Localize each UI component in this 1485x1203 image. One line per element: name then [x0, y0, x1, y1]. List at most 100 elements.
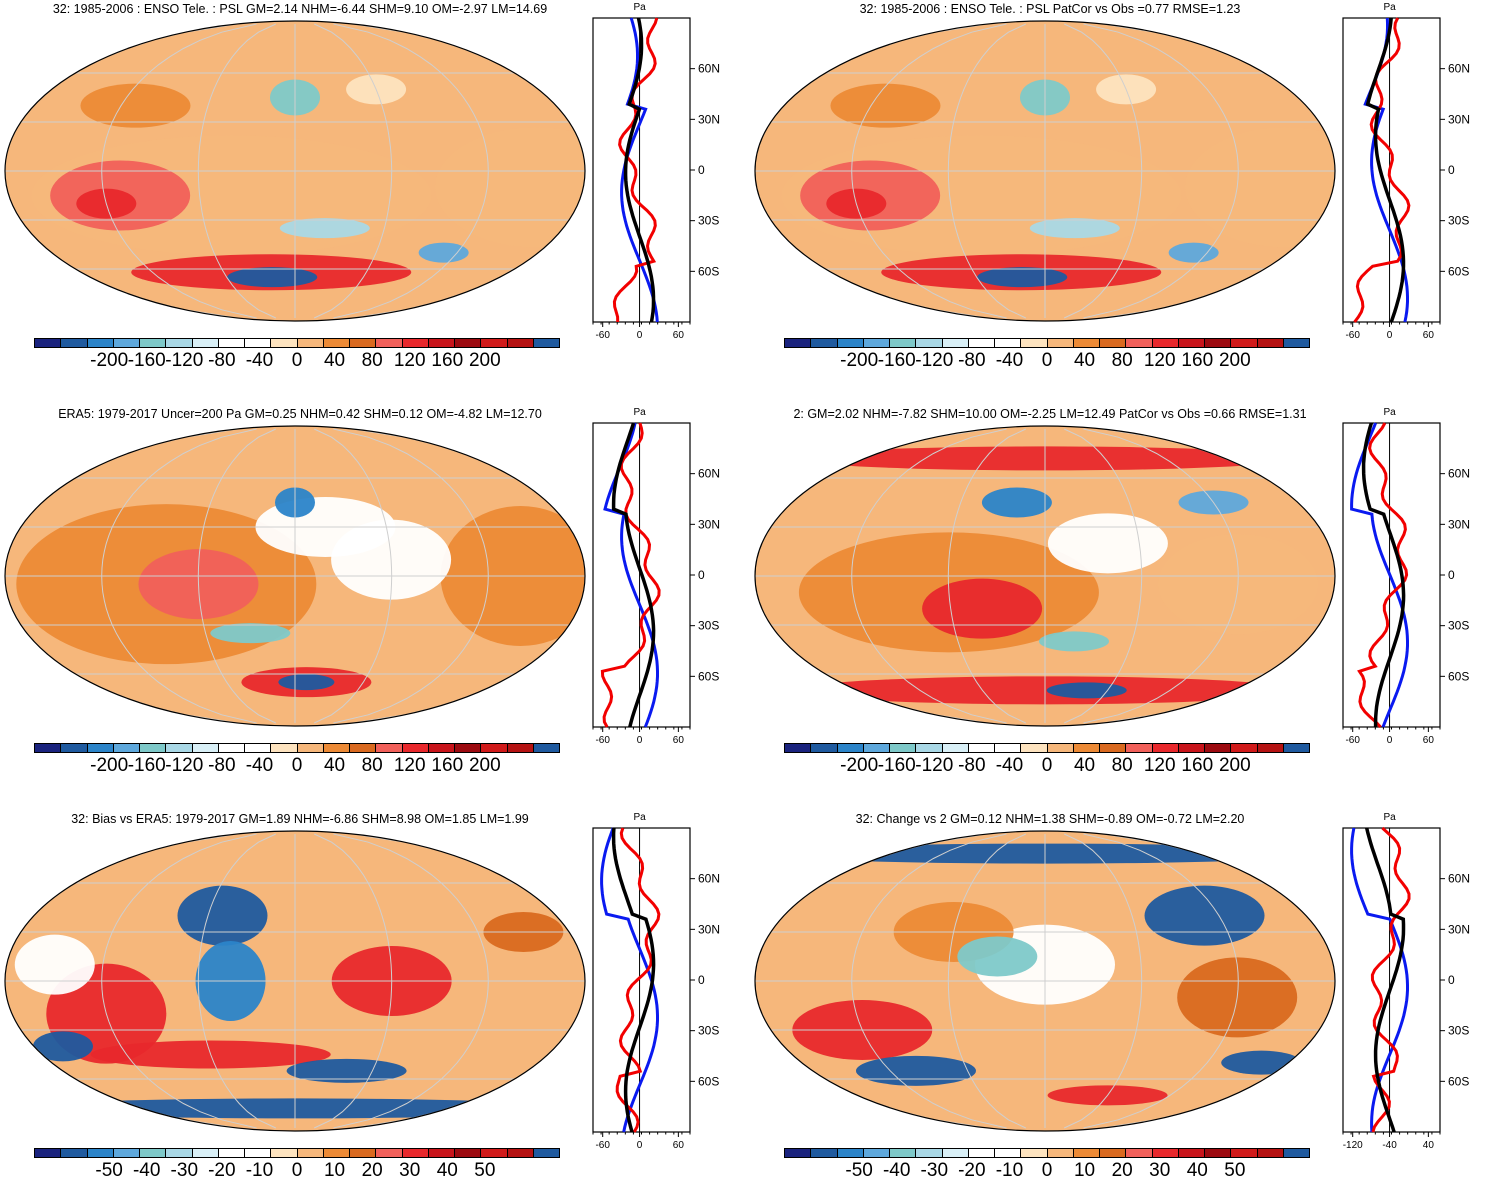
colorbar-cell [810, 744, 837, 752]
x-tick-label: -120 [1343, 1140, 1363, 1151]
colorbar-cell [35, 1149, 61, 1157]
colorbar-tick-label: -10 [995, 1160, 1024, 1181]
colorbar [784, 1148, 1310, 1158]
zonal-mean-profile: Pa 60N 30N 0 30S 60S -60 0 60 [592, 812, 720, 1151]
panel-title: 32: Change vs 2 GM=0.12 NHM=1.38 SHM=-0.… [855, 812, 1245, 826]
colorbar-labels: -200 -160 -120 -80 -40 0 40 80 120 160 200 [34, 350, 560, 374]
anomaly-region [855, 1055, 976, 1086]
colorbar-cell [994, 1149, 1021, 1157]
colorbar-tick-label: -40 [245, 755, 274, 776]
colorbar-tick-label: 0 [1041, 755, 1053, 776]
panel-era5-observations: ERA5: 1979-2017 Uncer=200 Pa GM=0.25 NHM… [0, 405, 742, 798]
lat-tick-label: 30S [698, 619, 719, 633]
meridian-gridline [1083, 833, 1239, 1129]
meridian-gridline [851, 23, 1007, 319]
colorbar-cell [810, 1149, 837, 1157]
colorbar-tick-label: 0 [1041, 350, 1053, 371]
colorbar-cell [112, 1149, 139, 1157]
lat-tick-label: 0 [1448, 973, 1455, 987]
robinson-map [754, 830, 1336, 1132]
panel-bias-vs-era5: 32: Bias vs ERA5: 1979-2017 GM=1.89 NHM=… [0, 810, 742, 1203]
anomaly-region [1168, 242, 1219, 263]
colorbar-cell [296, 339, 323, 347]
robinson-map [4, 830, 586, 1132]
profile-frame [1342, 827, 1441, 1133]
colorbar-cell [375, 339, 402, 347]
colorbar-cell [454, 1149, 481, 1157]
colorbar-cell [480, 1149, 507, 1157]
observation-curve [600, 422, 661, 728]
colorbar-cell [915, 744, 942, 752]
anomaly-region [210, 623, 291, 644]
colorbar-tick-label: -80 [208, 755, 236, 776]
anomaly-region [227, 267, 318, 288]
lat-tick-label: 30S [1448, 1024, 1469, 1038]
colorbar-tick-label: 30 [1149, 1160, 1171, 1181]
map-outline [754, 425, 1336, 727]
lat-tick-label: 60N [1448, 62, 1470, 76]
colorbar-cell [322, 339, 349, 347]
meridian-gridline [333, 428, 489, 724]
colorbar-labels: -50 -40 -30 -20 -10 0 10 20 30 40 50 [34, 1160, 560, 1184]
colorbar-tick-label: -50 [845, 1160, 873, 1181]
zonal-mean-profile: Pa 60N 30N 0 30S 60S -60 0 60 [1342, 407, 1470, 746]
colorbar-tick-label: 200 [1218, 755, 1251, 776]
anomaly-region [957, 936, 1038, 977]
colorbar-tick-label: -20 [208, 1160, 236, 1181]
x-tick-label: 0 [637, 735, 643, 746]
anomaly-region [1185, 127, 1335, 248]
anomaly-region [1046, 682, 1127, 699]
colorbar-cell [244, 1149, 271, 1157]
anomaly-region [981, 487, 1052, 518]
robinson-map [4, 425, 586, 727]
colorbar-tick-label: -120 [165, 755, 204, 776]
colorbar-cell [941, 339, 968, 347]
lat-tick-label: 60N [1448, 872, 1470, 886]
profile-unit-label: Pa [1383, 2, 1396, 13]
lat-tick-label: 60N [698, 62, 720, 76]
colorbar-cell [1099, 744, 1126, 752]
anomaly-region [418, 242, 469, 263]
meridian-gridline [197, 23, 277, 319]
colorbar-cell [915, 339, 942, 347]
colorbar-cell [60, 744, 87, 752]
colorbar-cell [35, 339, 61, 347]
ensemble-curve [1364, 827, 1406, 1133]
lat-tick-label: 60N [698, 467, 720, 481]
colorbar-cell [1204, 1149, 1231, 1157]
lat-tick-label: 30S [1448, 214, 1469, 228]
colorbar-cell [349, 744, 376, 752]
colorbar-tick-label: 80 [1111, 755, 1133, 776]
map-outline [754, 830, 1336, 1132]
profile-unit-label: Pa [633, 812, 646, 823]
meridian-gridline [101, 428, 257, 724]
colorbar-cell [427, 339, 454, 347]
meridian-gridline [1063, 428, 1143, 724]
colorbar-cell [112, 744, 139, 752]
colorbar-tick-label: -30 [170, 1160, 199, 1181]
panel-title: 2: GM=2.02 NHM=-7.82 SHM=10.00 OM=-2.25 … [793, 407, 1307, 421]
meridian-gridline [947, 428, 1027, 724]
anomaly-region [1047, 513, 1168, 574]
colorbar-tick-label: -160 [877, 350, 916, 371]
x-tick-label: -60 [1345, 735, 1360, 746]
colorbar-tick-label: -200 [90, 755, 129, 776]
colorbar-cell [349, 339, 376, 347]
colorbar-labels: -200 -160 -120 -80 -40 0 40 80 120 160 200 [784, 755, 1310, 779]
colorbar-cell [1230, 339, 1257, 347]
colorbar-cell [1256, 744, 1283, 752]
lat-tick-label: 60N [698, 872, 720, 886]
anomaly-region [14, 934, 95, 995]
colorbar-tick-label: -160 [877, 755, 916, 776]
colorbar-tick-label: 80 [361, 350, 383, 371]
colorbar-cell [506, 339, 533, 347]
colorbar-cell [532, 339, 559, 347]
colorbar-tick-label: 50 [474, 1160, 496, 1181]
colorbar-cell [427, 744, 454, 752]
colorbar-tick-label: 0 [291, 350, 303, 371]
meridian-gridline [101, 833, 257, 1129]
colorbar-cell [1230, 1149, 1257, 1157]
panel-title: 32: Bias vs ERA5: 1979-2017 GM=1.89 NHM=… [71, 812, 529, 826]
colorbar-tick-label: -160 [127, 755, 166, 776]
colorbar-cell [296, 744, 323, 752]
